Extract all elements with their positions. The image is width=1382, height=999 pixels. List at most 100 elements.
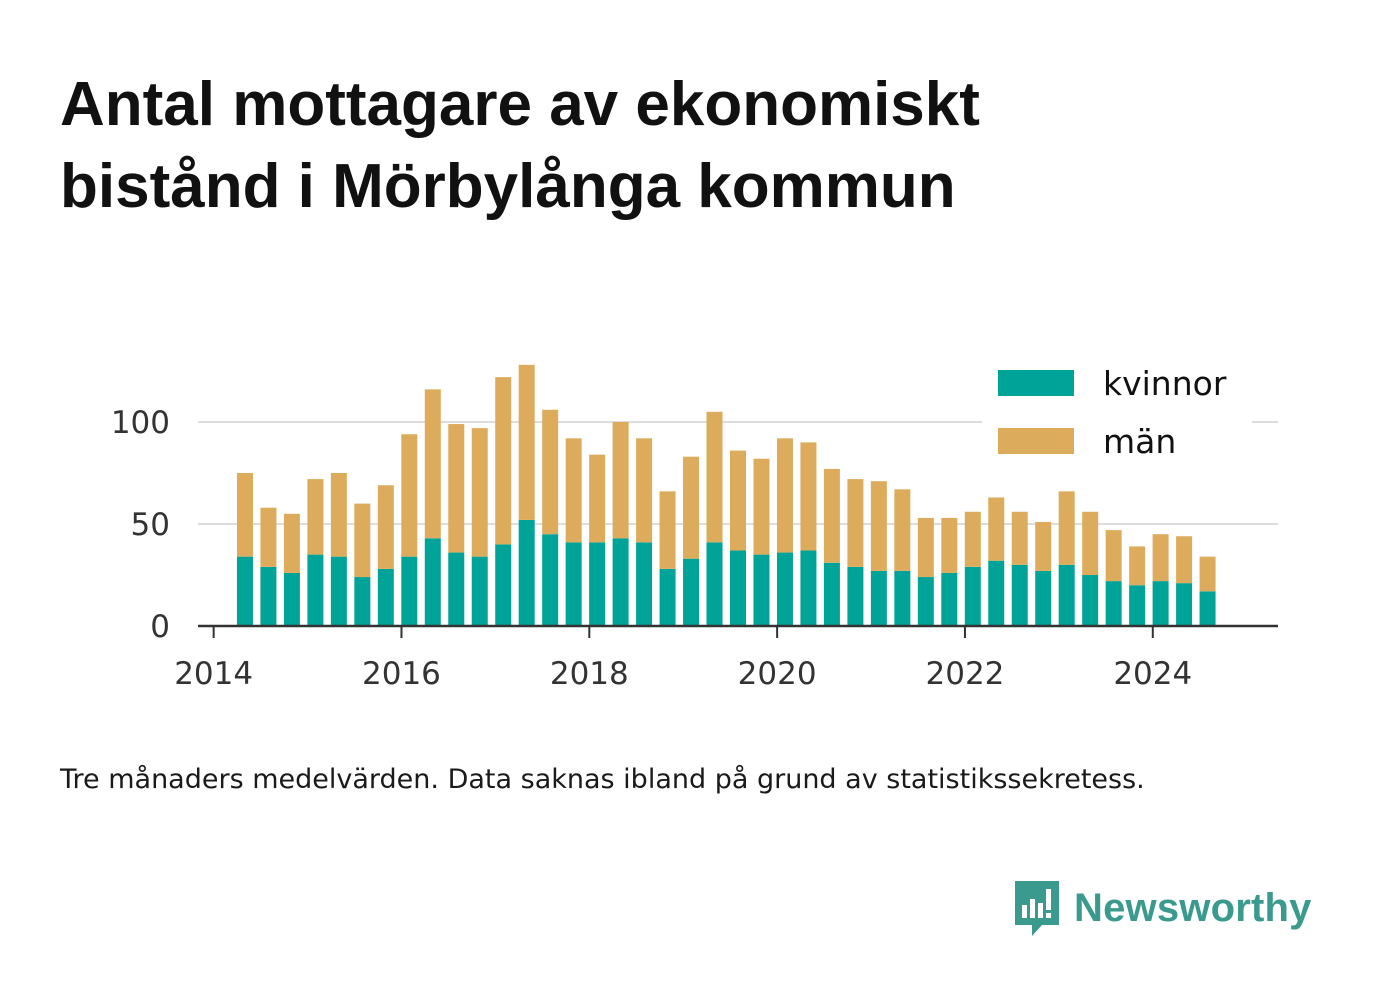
- legend-swatch-kvinnor: [998, 370, 1074, 396]
- bar-män-2018-11: [659, 491, 676, 569]
- bar-kvinnor-2019-11: [753, 554, 770, 626]
- bar-män-2014-05: [236, 473, 253, 557]
- x-tick-label: 2020: [738, 656, 817, 692]
- brand-logo: Newsworthy: [1012, 878, 1312, 938]
- bar-kvinnor-2024-08: [1199, 591, 1216, 626]
- bar-kvinnor-2021-08: [917, 577, 934, 626]
- legend: kvinnor män: [982, 358, 1252, 468]
- legend-swatch-män: [998, 428, 1074, 454]
- bar-män-2023-08: [1105, 530, 1122, 582]
- y-tick-label: 0: [150, 609, 170, 645]
- x-tick-label: 2018: [550, 656, 629, 692]
- x-tick-label: 2014: [174, 656, 253, 692]
- bar-män-2023-05: [1082, 511, 1099, 575]
- bar-kvinnor-2022-11: [1035, 570, 1052, 626]
- bar-män-2016-02: [401, 434, 418, 557]
- bar-män-2017-08: [542, 409, 559, 535]
- bar-kvinnor-2020-11: [847, 566, 864, 626]
- bar-kvinnor-2016-08: [448, 552, 465, 626]
- bar-män-2017-11: [565, 438, 582, 543]
- bar-män-2019-08: [730, 450, 746, 551]
- bar-män-2018-05: [612, 422, 629, 539]
- bar-män-2022-05: [988, 497, 1005, 561]
- bar-kvinnor-2023-11: [1129, 585, 1146, 626]
- x-tick-label: 2022: [926, 656, 1005, 692]
- bar-män-2021-05: [894, 489, 911, 571]
- bar-kvinnor-2020-05: [800, 550, 817, 626]
- bar-män-2019-11: [753, 458, 770, 555]
- bar-män-2021-08: [917, 517, 934, 578]
- bar-män-2015-08: [354, 503, 371, 578]
- bar-män-2018-02: [589, 454, 606, 543]
- bar-kvinnor-2024-02: [1152, 581, 1169, 626]
- bar-kvinnor-2019-08: [730, 550, 746, 626]
- chart-title-line-1: Antal mottagare av ekonomiskt: [60, 70, 980, 139]
- bar-män-2014-11: [283, 513, 300, 573]
- bar-män-2020-02: [776, 438, 793, 553]
- bar-män-2014-08: [260, 507, 277, 567]
- bar-män-2024-02: [1152, 534, 1169, 582]
- bar-män-2022-02: [964, 511, 981, 567]
- bar-kvinnor-2019-02: [683, 558, 700, 626]
- bar-män-2016-08: [448, 424, 465, 553]
- bar-män-2019-02: [683, 456, 700, 559]
- bar-män-2023-11: [1129, 546, 1146, 586]
- bar-kvinnor-2023-05: [1082, 575, 1099, 626]
- bar-män-2015-11: [377, 485, 394, 569]
- brand-name: Newsworthy: [1074, 885, 1312, 930]
- bar-kvinnor-2016-05: [424, 538, 441, 626]
- bar-kvinnor-2018-11: [659, 568, 676, 626]
- y-tick-label: 100: [111, 405, 170, 441]
- bar-kvinnor-2022-08: [1011, 564, 1028, 626]
- bar-män-2016-05: [424, 389, 441, 539]
- bar-kvinnor-2017-02: [495, 544, 512, 626]
- bar-män-2017-05: [518, 364, 535, 520]
- bar-män-2015-02: [307, 479, 324, 555]
- bar-män-2015-05: [330, 473, 347, 557]
- bar-kvinnor-2024-05: [1176, 583, 1193, 626]
- bar-män-2018-08: [636, 438, 653, 543]
- bar-kvinnor-2021-11: [941, 572, 958, 626]
- x-tick-label: 2024: [1113, 656, 1192, 692]
- bar-kvinnor-2021-05: [894, 570, 911, 626]
- legend-label-kvinnor: kvinnor: [1103, 364, 1227, 403]
- bar-kvinnor-2015-11: [377, 568, 394, 626]
- bar-kvinnor-2015-02: [307, 554, 324, 626]
- bar-män-2020-05: [800, 442, 817, 551]
- bar-kvinnor-2018-02: [589, 542, 606, 626]
- bar-män-2021-02: [870, 481, 887, 571]
- bar-kvinnor-2016-02: [401, 556, 418, 626]
- bar-män-2023-02: [1058, 491, 1075, 565]
- bar-kvinnor-2022-02: [964, 566, 981, 626]
- legend-label-män: män: [1103, 422, 1176, 461]
- bar-kvinnor-2020-08: [823, 562, 840, 626]
- bar-kvinnor-2023-02: [1058, 564, 1075, 626]
- footnote: Tre månaders medelvärden. Data saknas ib…: [60, 764, 1145, 795]
- bar-män-2020-08: [823, 468, 840, 563]
- bar-kvinnor-2014-05: [236, 556, 253, 626]
- bar-kvinnor-2023-08: [1105, 581, 1122, 626]
- newsworthy-chart-bubble-icon: [1015, 881, 1059, 936]
- chart-title: Antal mottagare av ekonomiskt bistånd i …: [60, 64, 1320, 228]
- bar-män-2017-02: [495, 377, 512, 545]
- bar-män-2024-05: [1176, 536, 1193, 584]
- bar-män-2024-08: [1199, 556, 1216, 592]
- axes: 0 50 100 2014 2016 2018 2020 2022 2024: [111, 405, 1278, 692]
- bar-kvinnor-2022-05: [988, 560, 1005, 626]
- bar-män-2016-11: [471, 428, 488, 557]
- bar-kvinnor-2021-02: [870, 570, 887, 626]
- bar-kvinnor-2019-05: [706, 542, 723, 626]
- bar-kvinnor-2020-02: [776, 552, 793, 626]
- y-tick-label: 50: [131, 507, 170, 543]
- bar-kvinnor-2014-11: [283, 572, 300, 626]
- x-tick-label: 2016: [362, 656, 441, 692]
- chart-title-line-2: bistånd i Mörbylånga kommun: [60, 152, 956, 221]
- bar-män-2022-11: [1035, 521, 1052, 571]
- bar-kvinnor-2018-08: [636, 542, 653, 626]
- bar-kvinnor-2016-11: [471, 556, 488, 626]
- bar-män-2022-08: [1011, 511, 1028, 565]
- bar-kvinnor-2017-11: [565, 542, 582, 626]
- bar-män-2019-05: [706, 411, 723, 543]
- bar-kvinnor-2017-05: [518, 519, 535, 626]
